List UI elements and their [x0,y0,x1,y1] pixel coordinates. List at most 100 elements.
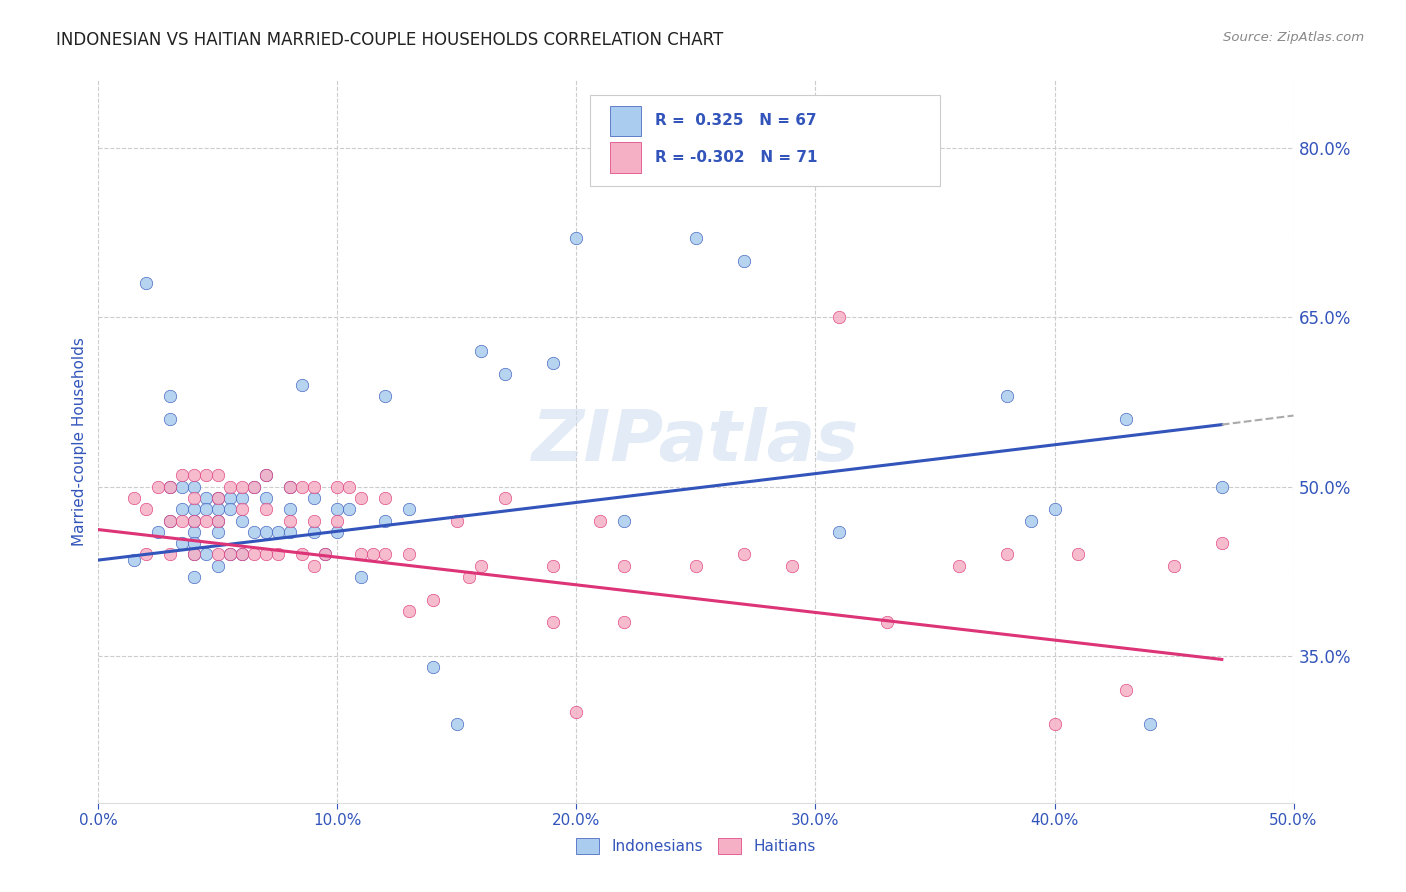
Point [1043,716,1066,731]
Point [195,491,218,505]
Point [207,558,229,573]
Point [207,491,229,505]
Point [183,524,205,539]
Point [363,548,385,562]
Point [267,524,290,539]
Point [243,548,266,562]
Point [183,491,205,505]
Point [470,344,492,359]
Point [195,514,218,528]
Point [278,480,301,494]
Point [541,355,564,369]
Point [828,524,851,539]
Point [243,480,266,494]
Point [589,514,612,528]
Point [254,548,277,562]
Point [219,491,242,505]
Y-axis label: Married-couple Households: Married-couple Households [72,337,87,546]
Point [207,491,229,505]
Point [135,277,157,291]
FancyBboxPatch shape [589,95,939,186]
Point [159,389,181,403]
Point [326,502,349,516]
Point [135,502,157,516]
Point [995,389,1018,403]
Point [291,480,314,494]
Point [172,480,194,494]
Point [948,558,970,573]
FancyBboxPatch shape [610,105,641,136]
Point [183,502,205,516]
Point [315,548,337,562]
Point [613,514,636,528]
Point [339,480,361,494]
Point [148,480,170,494]
Point [278,502,301,516]
Point [278,524,301,539]
Point [541,615,564,630]
Text: INDONESIAN VS HAITIAN MARRIED-COUPLE HOUSEHOLDS CORRELATION CHART: INDONESIAN VS HAITIAN MARRIED-COUPLE HOU… [56,31,724,49]
Point [183,548,205,562]
Point [565,231,588,245]
Point [1139,716,1161,731]
Point [135,548,157,562]
Point [302,480,325,494]
Point [733,548,755,562]
Point [828,310,851,325]
Point [995,548,1018,562]
Point [124,553,146,567]
Point [422,660,444,674]
Point [350,548,373,562]
Point [231,502,253,516]
Legend: Indonesians, Haitians: Indonesians, Haitians [569,832,823,860]
Point [398,604,420,618]
Point [243,524,266,539]
Point [1115,412,1137,426]
Point [195,502,218,516]
Point [172,468,194,483]
Point [183,536,205,550]
Point [458,570,481,584]
Point [159,514,181,528]
Point [195,468,218,483]
Point [219,480,242,494]
Point [613,615,636,630]
Point [876,615,898,630]
Point [302,524,325,539]
Point [254,468,277,483]
Point [398,548,420,562]
Text: R =  0.325   N = 67: R = 0.325 N = 67 [655,113,817,128]
Point [1163,558,1185,573]
Point [1211,536,1233,550]
Point [243,480,266,494]
Point [470,558,492,573]
Point [302,491,325,505]
Point [374,491,396,505]
Point [231,514,253,528]
Point [1043,502,1066,516]
Point [339,502,361,516]
Point [374,514,396,528]
Point [254,524,277,539]
Point [207,548,229,562]
Point [159,480,181,494]
Point [254,468,277,483]
Point [613,558,636,573]
Point [159,412,181,426]
Point [219,548,242,562]
Point [267,548,290,562]
Point [326,514,349,528]
Point [207,514,229,528]
Point [183,514,205,528]
Point [183,570,205,584]
Point [1115,682,1137,697]
Point [326,524,349,539]
Point [685,558,707,573]
FancyBboxPatch shape [610,143,641,173]
Point [172,502,194,516]
Point [446,716,468,731]
Point [446,514,468,528]
Point [219,548,242,562]
Point [231,548,253,562]
Point [183,548,205,562]
